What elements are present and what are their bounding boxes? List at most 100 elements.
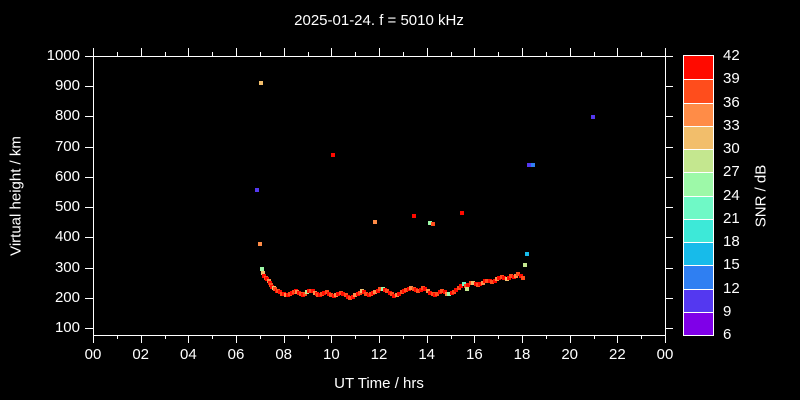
data-point	[322, 291, 327, 296]
tick-mark	[617, 48, 618, 56]
data-point	[456, 286, 461, 291]
data-point	[254, 187, 259, 192]
tick-mark	[379, 48, 380, 56]
tick-mark	[427, 335, 428, 343]
tick-mark	[665, 56, 673, 57]
x-tick-label: 20	[561, 346, 578, 363]
data-point	[466, 282, 471, 287]
data-point	[452, 289, 457, 294]
tick-mark	[665, 237, 673, 238]
tick-mark	[546, 52, 547, 56]
data-point	[475, 282, 480, 287]
colorbar-segment	[684, 79, 713, 104]
data-point	[473, 281, 478, 286]
data-point	[404, 287, 409, 292]
tick-mark	[665, 298, 673, 299]
tick-mark	[594, 52, 595, 56]
data-point	[355, 292, 360, 297]
colorbar-tick-label: 6	[723, 326, 732, 343]
tick-mark	[284, 48, 285, 56]
plot-area	[93, 56, 666, 336]
data-point	[390, 292, 395, 297]
data-point	[411, 286, 416, 291]
colorbar-divider	[684, 79, 713, 81]
data-point	[423, 287, 428, 292]
tick-mark	[617, 335, 618, 343]
x-axis-label: UT Time / hrs	[334, 375, 424, 392]
data-point	[514, 273, 519, 278]
tick-mark	[85, 268, 93, 269]
tick-mark	[355, 52, 356, 56]
colorbar-divider	[684, 102, 713, 104]
data-point	[431, 222, 436, 227]
tick-mark	[85, 328, 93, 329]
tick-mark	[641, 335, 642, 339]
data-point	[336, 291, 341, 296]
data-point	[442, 290, 447, 295]
x-tick-label: 22	[608, 346, 626, 363]
tick-mark	[522, 335, 523, 343]
colorbar-segment	[684, 149, 713, 173]
tick-mark	[165, 52, 166, 56]
tick-mark	[236, 48, 237, 56]
tick-mark	[570, 48, 571, 56]
colorbar-segment	[684, 218, 713, 243]
data-point	[428, 221, 433, 226]
colorbar-tick-label: 12	[723, 279, 740, 297]
tick-mark	[85, 177, 93, 178]
tick-mark	[665, 86, 673, 87]
colorbar-divider	[684, 242, 713, 243]
data-point	[502, 275, 507, 280]
colorbar-tick-label: 27	[723, 163, 740, 181]
y-tick-label: 900	[54, 77, 80, 95]
tick-mark	[85, 56, 93, 57]
tick-mark	[85, 207, 93, 208]
data-point	[362, 290, 367, 295]
data-point	[259, 267, 264, 272]
tick-mark	[665, 48, 666, 56]
data-point	[261, 271, 266, 276]
data-point	[480, 280, 485, 285]
data-point	[353, 293, 358, 298]
tick-mark	[260, 52, 261, 56]
data-point	[266, 278, 271, 283]
data-point	[413, 287, 418, 292]
data-point	[343, 293, 348, 298]
colorbar-divider	[684, 288, 713, 290]
tick-mark	[331, 335, 332, 343]
y-tick-label: 200	[54, 288, 80, 306]
x-tick-label: 06	[227, 346, 245, 363]
colorbar-divider	[684, 125, 713, 127]
data-point	[350, 294, 355, 299]
tick-mark	[498, 52, 499, 56]
data-point	[329, 292, 334, 297]
data-point	[373, 289, 378, 294]
data-point	[409, 285, 414, 290]
y-tick-label: 100	[54, 319, 80, 337]
data-point	[425, 289, 430, 294]
y-tick-label: 800	[54, 107, 80, 125]
tick-mark	[379, 335, 380, 343]
data-point	[421, 286, 426, 291]
data-point	[465, 287, 470, 292]
data-point	[504, 277, 509, 282]
data-point	[341, 291, 346, 296]
tick-mark	[85, 298, 93, 299]
data-point	[437, 290, 442, 295]
data-point	[497, 275, 502, 280]
data-point	[530, 162, 535, 167]
data-point	[463, 283, 468, 288]
data-point	[399, 290, 404, 295]
tick-mark	[85, 116, 93, 117]
tick-mark	[665, 268, 673, 269]
data-point	[397, 291, 402, 296]
data-point	[406, 286, 411, 291]
tick-mark	[85, 86, 93, 87]
data-point	[418, 287, 423, 292]
tick-mark	[546, 335, 547, 339]
tick-mark	[93, 48, 94, 56]
colorbar-frame	[683, 55, 714, 336]
colorbar-axis-label: SNR / dB	[752, 164, 770, 227]
data-point	[506, 275, 511, 280]
data-point	[430, 291, 435, 296]
